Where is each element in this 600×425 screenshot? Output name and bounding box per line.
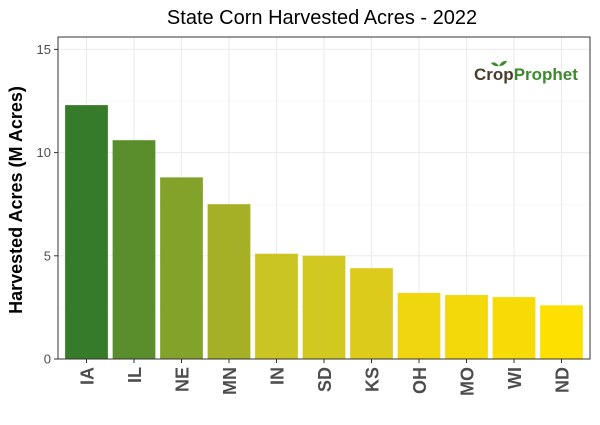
- bar-ne: [160, 177, 203, 359]
- x-tick-label: IA: [78, 367, 98, 385]
- bar-sd: [302, 255, 346, 359]
- bar-ia: [65, 105, 108, 359]
- x-tick-label: ND: [553, 367, 573, 393]
- bar-oh: [397, 292, 441, 359]
- x-tick-label: OH: [410, 367, 430, 394]
- x-tick-label: MO: [458, 367, 478, 396]
- x-tick-label: IN: [268, 367, 288, 385]
- logo-text-crop-o: o: [493, 65, 503, 84]
- logo-text-crop-start: Cr: [474, 65, 493, 84]
- bar-mn: [207, 204, 251, 359]
- y-tick-label: 5: [44, 248, 51, 263]
- bar-ks: [350, 268, 393, 359]
- plot-area: 0 5 10 15 IA IL NE MN IN SD KS OH MO WI ND: [37, 36, 591, 396]
- bar-in: [255, 253, 298, 359]
- svg-text:CropProphet: CropProphet: [474, 65, 578, 84]
- bar-il: [112, 140, 156, 359]
- logo-text-crop-end: p: [503, 65, 513, 84]
- x-tick-label: KS: [363, 367, 383, 392]
- y-tick-label: 10: [37, 145, 51, 160]
- bar-nd: [540, 305, 583, 359]
- chart-title: State Corn Harvested Acres - 2022: [167, 7, 477, 29]
- logo-text-prophet: Prophet: [514, 65, 579, 84]
- cropprophet-logo: CropProphet: [474, 60, 578, 84]
- bar-wi: [492, 297, 536, 359]
- bar-mo: [445, 295, 488, 359]
- y-tick-label: 0: [44, 352, 51, 367]
- y-axis-title: Harvested Acres (M Acres): [6, 86, 26, 314]
- y-tick-label: 15: [37, 42, 51, 57]
- x-tick-label: SD: [315, 367, 335, 392]
- x-tick-label: WI: [505, 367, 525, 389]
- x-tick-label: IL: [125, 367, 145, 383]
- x-tick-label: MN: [220, 367, 240, 395]
- sprout-leaf-icon: [491, 60, 507, 67]
- x-tick-label: NE: [173, 367, 193, 392]
